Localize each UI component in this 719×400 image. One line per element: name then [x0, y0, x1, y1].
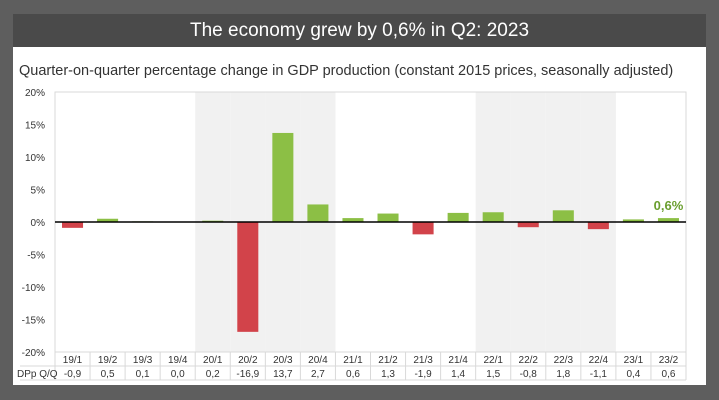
data-label: 0,2	[206, 369, 220, 380]
x-tick-label: 20/4	[308, 355, 328, 366]
x-tick-label: 19/3	[133, 355, 153, 366]
data-label: 13,7	[273, 369, 293, 380]
bar	[482, 212, 504, 222]
series-label: DPp Q/Q	[17, 369, 58, 380]
x-tick-label: 21/3	[413, 355, 433, 366]
data-label: -0,9	[64, 369, 82, 380]
bar	[377, 213, 399, 222]
bar	[412, 222, 434, 235]
x-tick-label: 23/2	[659, 355, 679, 366]
x-tick-label: 22/3	[554, 355, 574, 366]
y-tick-label: -15%	[22, 316, 45, 327]
bar	[622, 219, 644, 222]
y-tick-label: 20%	[25, 88, 45, 99]
bar	[97, 218, 119, 222]
data-label: 1,8	[556, 369, 570, 380]
data-label: 1,4	[451, 369, 465, 380]
y-tick-label: -5%	[27, 251, 45, 262]
bar	[307, 204, 329, 222]
x-tick-label: 19/1	[63, 355, 83, 366]
data-label: -16,9	[236, 369, 259, 380]
bar	[517, 222, 539, 228]
x-tick-label: 20/3	[273, 355, 293, 366]
bar	[342, 218, 364, 222]
data-label: -0,8	[520, 369, 538, 380]
bar	[447, 212, 469, 222]
data-label: 0,6	[346, 369, 360, 380]
x-tick-label: 21/2	[378, 355, 398, 366]
y-tick-label: 10%	[25, 153, 45, 164]
data-label: -1,9	[414, 369, 432, 380]
data-label: 0,5	[101, 369, 115, 380]
x-tick-label: 23/1	[624, 355, 644, 366]
x-tick-label: 20/2	[238, 355, 258, 366]
data-label: 2,7	[311, 369, 325, 380]
x-tick-label: 22/1	[483, 355, 503, 366]
bar	[587, 222, 609, 230]
x-tick-label: 21/4	[448, 355, 468, 366]
x-tick-label: 20/1	[203, 355, 223, 366]
bar	[657, 218, 679, 222]
bar	[62, 222, 84, 228]
data-label: 0,0	[171, 369, 185, 380]
y-tick-label: 15%	[25, 121, 45, 132]
bar	[237, 222, 259, 332]
x-tick-label: 22/4	[589, 355, 609, 366]
x-tick-label: 19/4	[168, 355, 188, 366]
bar	[272, 132, 294, 222]
x-tick-label: 22/2	[519, 355, 539, 366]
x-tick-label: 21/1	[343, 355, 363, 366]
chart-title: Quarter-on-quarter percentage change in …	[19, 63, 674, 79]
data-label: 0,1	[136, 369, 150, 380]
data-label: 1,5	[486, 369, 500, 380]
value-annotation: 0,6%	[654, 198, 684, 213]
y-tick-label: -10%	[22, 283, 45, 294]
data-label: 0,6	[662, 369, 676, 380]
data-label: 0,4	[626, 369, 640, 380]
data-label: 1,3	[381, 369, 395, 380]
y-tick-label: 0%	[31, 218, 46, 229]
bar	[552, 210, 574, 222]
y-tick-label: -20%	[22, 348, 45, 359]
page-title: The economy grew by 0,6% in Q2: 2023	[13, 14, 706, 47]
x-tick-label: 19/2	[98, 355, 118, 366]
data-label: -1,1	[590, 369, 608, 380]
y-tick-label: 5%	[31, 186, 46, 197]
